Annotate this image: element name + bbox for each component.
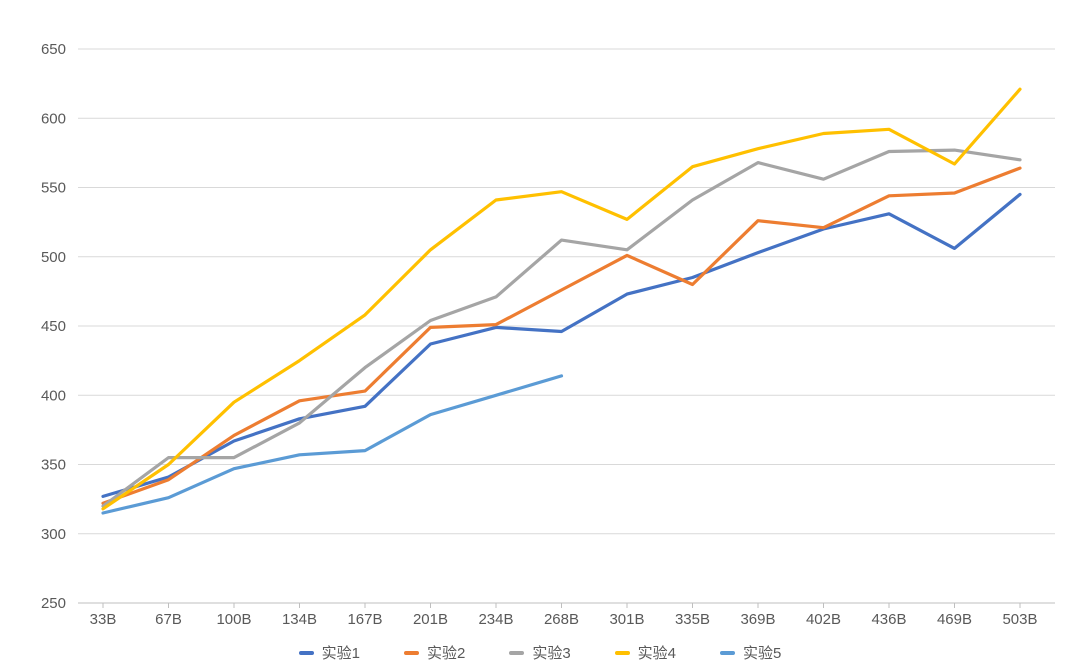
- y-tick-label: 450: [41, 318, 66, 335]
- legend-marker-icon: [298, 650, 314, 655]
- chart-legend: 实验1 实验2 实验3 实验4 实验5: [0, 642, 1080, 663]
- legend-item-4: 实验4: [614, 642, 677, 663]
- series-line-5: [101, 374, 564, 515]
- y-tick-label: 500: [41, 249, 66, 266]
- series-lines: [101, 87, 1022, 515]
- y-tick-label: 350: [41, 457, 66, 474]
- series-line-4: [101, 87, 1022, 511]
- series-line-3: [101, 148, 1022, 508]
- x-tick-label: 201B: [413, 611, 448, 628]
- x-tick-label: 234B: [478, 611, 513, 628]
- legend-marker-icon: [509, 650, 525, 655]
- x-tick-label: 469B: [937, 611, 972, 628]
- x-tick-label: 503B: [1002, 611, 1037, 628]
- x-tick-label: 402B: [806, 611, 841, 628]
- y-tick-label: 550: [41, 180, 66, 197]
- x-tick-label: 369B: [740, 611, 775, 628]
- legend-item-2: 实验2: [403, 642, 466, 663]
- x-axis: [78, 602, 1055, 608]
- series-line-1: [101, 192, 1022, 498]
- legend-item-5: 实验5: [720, 642, 781, 663]
- x-tick-label: 167B: [347, 611, 382, 628]
- legend-label: 实验4: [637, 645, 677, 662]
- legend-marker-icon: [720, 650, 736, 655]
- y-tick-label: 400: [41, 387, 66, 404]
- x-tick-label: 67B: [155, 611, 182, 628]
- legend-label: 实验3: [532, 645, 571, 662]
- x-tick-label: 436B: [871, 611, 906, 628]
- y-tick-label: 250: [41, 595, 66, 612]
- x-tick-label: 335B: [675, 611, 710, 628]
- y-tick-label: 600: [41, 110, 66, 127]
- x-tick-label: 134B: [282, 611, 317, 628]
- legend-label: 实验1: [321, 645, 360, 662]
- series-line-2: [101, 166, 1022, 505]
- x-tick-label: 268B: [544, 611, 579, 628]
- y-tick-label: 300: [41, 526, 66, 543]
- y-axis-labels: 250 300 350 400 450 500 550 600 650: [41, 41, 66, 612]
- legend-item-3: 实验3: [509, 642, 571, 663]
- x-tick-label: 33B: [90, 611, 117, 628]
- x-axis-labels: 33B 67B 100B 134B 167B 201B 234B 268B 301B 335B 36…: [90, 611, 1038, 628]
- legend-marker-icon: [614, 650, 630, 655]
- gridlines: [78, 48, 1055, 535]
- x-tick-label: 301B: [609, 611, 644, 628]
- legend-marker-icon: [403, 650, 419, 655]
- legend-label: 实验5: [743, 645, 782, 662]
- legend-label: 实验2: [426, 645, 466, 662]
- x-tick-label: 100B: [216, 611, 251, 628]
- y-tick-label: 650: [41, 41, 66, 58]
- legend-item-1: 实验1: [298, 642, 360, 663]
